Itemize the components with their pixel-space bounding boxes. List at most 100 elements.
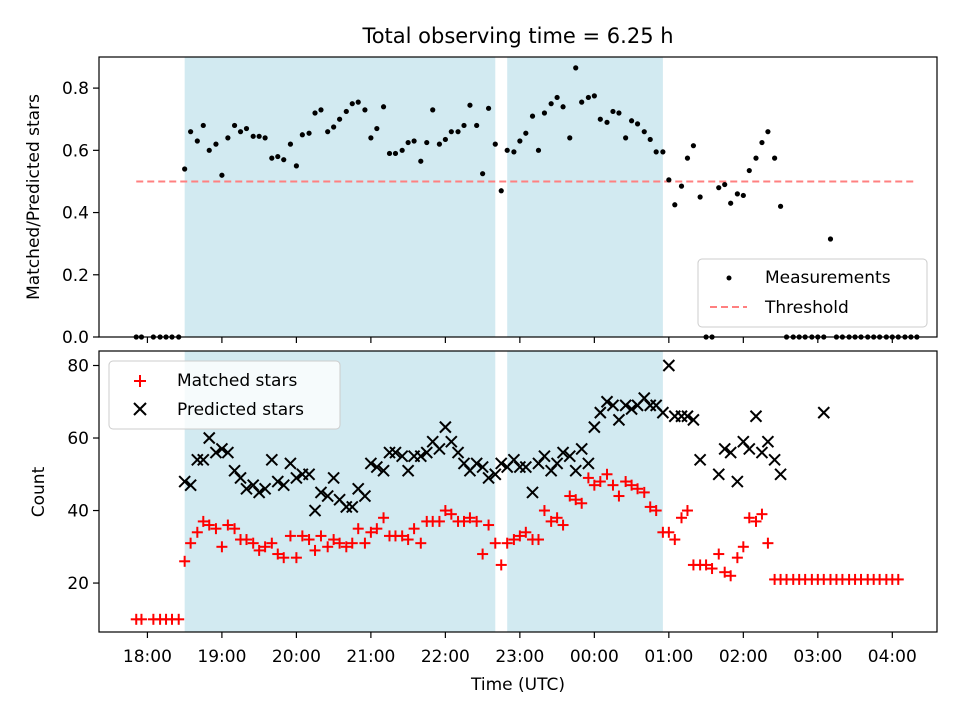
measurement-point bbox=[746, 167, 752, 174]
measurement-point bbox=[523, 130, 529, 136]
measurement-point bbox=[424, 139, 430, 146]
predicted-star-point bbox=[364, 457, 378, 470]
predicted-star-point bbox=[284, 457, 297, 470]
matched-star-point bbox=[650, 505, 662, 517]
measurement-point bbox=[634, 121, 641, 127]
matched-star-point bbox=[626, 479, 638, 491]
predicted-star-point bbox=[203, 431, 216, 445]
matched-star-point bbox=[737, 541, 749, 553]
predicted-star-point bbox=[681, 410, 694, 423]
matched-star-point bbox=[284, 530, 296, 542]
measurement-point bbox=[219, 172, 225, 178]
measurement-point bbox=[206, 147, 212, 153]
predicted-star-point bbox=[234, 471, 247, 485]
measurement-point bbox=[405, 139, 411, 146]
measurement-point bbox=[641, 129, 647, 135]
matched-star-point bbox=[210, 523, 222, 535]
matched-star-point bbox=[557, 519, 569, 531]
matched-star-point bbox=[706, 563, 718, 575]
predicted-star-point bbox=[606, 399, 620, 412]
measurement-point bbox=[492, 141, 498, 147]
measurement-point bbox=[666, 177, 672, 183]
y-tick-label: 20 bbox=[67, 574, 89, 594]
measurement-point bbox=[368, 135, 374, 141]
x-tick-label: 01:00 bbox=[644, 647, 693, 667]
matched-star-point bbox=[663, 526, 675, 538]
matched-star-point bbox=[620, 476, 632, 488]
matched-star-point bbox=[464, 512, 476, 524]
matched-star-point bbox=[725, 570, 737, 582]
measurement-point bbox=[281, 157, 287, 163]
predicted-star-point bbox=[476, 460, 489, 474]
legend-marker-predicted bbox=[133, 402, 147, 416]
measurement-point bbox=[597, 116, 603, 122]
matched-star-point bbox=[365, 526, 377, 538]
measurement-point bbox=[690, 143, 697, 149]
measurement-point bbox=[256, 133, 262, 139]
x-tick-label: 03:00 bbox=[793, 647, 842, 667]
measurement-point bbox=[604, 119, 610, 125]
predicted-star-point bbox=[439, 420, 452, 434]
matched-star-point bbox=[582, 472, 594, 484]
legend-label-measurements: Measurements bbox=[765, 268, 891, 288]
top-shading bbox=[184, 57, 663, 337]
matched-star-point bbox=[676, 512, 688, 524]
matched-star-point bbox=[508, 534, 520, 546]
predicted-star-point bbox=[290, 471, 303, 485]
measurement-point bbox=[380, 104, 387, 110]
predicted-star-point bbox=[377, 464, 390, 477]
predicted-star-point bbox=[209, 446, 223, 459]
measurement-point bbox=[411, 138, 417, 144]
matched-star-point bbox=[346, 537, 358, 549]
measurement-point bbox=[591, 93, 597, 99]
matched-star-point bbox=[607, 479, 619, 491]
top-legend: Measurements Threshold bbox=[697, 258, 928, 328]
x-tick-label: 02:00 bbox=[719, 647, 768, 667]
x-tick-label: 20:00 bbox=[272, 647, 321, 667]
bottom-matched-points bbox=[130, 468, 904, 625]
y-tick-label: 0.6 bbox=[62, 141, 89, 161]
matched-star-point bbox=[483, 519, 495, 531]
measurement-point bbox=[231, 122, 238, 129]
predicted-star-point bbox=[433, 442, 446, 456]
predicted-star-point bbox=[258, 482, 272, 495]
matched-star-point bbox=[477, 548, 489, 560]
predicted-star-point bbox=[265, 453, 279, 466]
matched-star-point bbox=[713, 548, 725, 560]
measurement-point bbox=[697, 194, 703, 200]
measurement-point bbox=[827, 236, 834, 242]
x-tick-label: 23:00 bbox=[495, 647, 544, 667]
measurement-point bbox=[349, 101, 355, 107]
predicted-star-point bbox=[755, 446, 769, 459]
predicted-star-point bbox=[370, 460, 384, 474]
predicted-star-point bbox=[451, 446, 465, 459]
predicted-star-point bbox=[619, 399, 632, 412]
predicted-star-point bbox=[675, 410, 688, 423]
y-tick-label: 40 bbox=[67, 502, 89, 522]
matched-star-point bbox=[756, 508, 768, 520]
predicted-star-point bbox=[768, 453, 781, 466]
predicted-star-point bbox=[538, 449, 551, 463]
measurement-point bbox=[336, 116, 343, 122]
y-tick-label: 0.2 bbox=[62, 266, 89, 286]
predicted-star-point bbox=[308, 504, 322, 517]
matched-star-point bbox=[545, 515, 557, 527]
legend-label-predicted: Predicted stars bbox=[177, 400, 304, 420]
predicted-star-point bbox=[749, 410, 763, 423]
top-y-ticks: 0.0 0.2 0.4 0.6 0.8 bbox=[62, 79, 99, 348]
measurement-point bbox=[535, 147, 542, 153]
matched-star-point bbox=[315, 530, 327, 542]
predicted-star-point bbox=[582, 457, 595, 470]
measurement-point bbox=[647, 136, 653, 143]
measurement-point bbox=[299, 132, 305, 138]
matched-star-point bbox=[322, 541, 334, 553]
matched-star-point bbox=[471, 515, 483, 527]
y-tick-label: 80 bbox=[67, 357, 89, 377]
legend-label-threshold: Threshold bbox=[764, 298, 849, 318]
measurement-point bbox=[722, 181, 728, 188]
predicted-star-point bbox=[401, 464, 415, 477]
matched-star-point bbox=[538, 505, 550, 517]
predicted-star-point bbox=[594, 406, 607, 419]
predicted-star-point bbox=[420, 446, 433, 459]
measurement-point bbox=[504, 147, 510, 153]
